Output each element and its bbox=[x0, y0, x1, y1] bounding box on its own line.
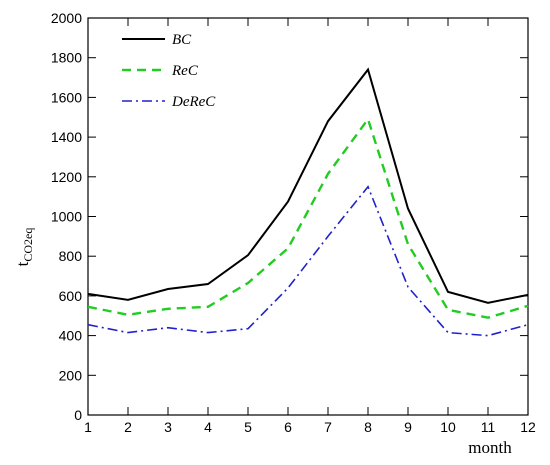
series-layer bbox=[87, 67, 529, 337]
y-tick-label: 1400 bbox=[51, 129, 82, 145]
x-tick-label: 12 bbox=[520, 419, 536, 435]
legend-label-bc: BC bbox=[172, 32, 192, 48]
y-tick-label: 200 bbox=[59, 367, 83, 383]
x-tick-label: 11 bbox=[481, 419, 496, 435]
x-tick-label: 5 bbox=[244, 419, 252, 435]
x-tick-label: 7 bbox=[324, 419, 332, 435]
plot-frame bbox=[87, 17, 529, 416]
x-tick-label: 8 bbox=[364, 419, 372, 435]
y-tick-label: 600 bbox=[59, 288, 83, 304]
x-tick-label: 2 bbox=[124, 419, 132, 435]
legend: BC ReC DeReC bbox=[122, 32, 216, 110]
x-tick-label: 1 bbox=[84, 419, 92, 435]
series-line-rec bbox=[87, 116, 529, 319]
y-tick-label: 2000 bbox=[51, 10, 82, 26]
y-tick-label: 1000 bbox=[51, 209, 82, 225]
legend-label-rec: ReC bbox=[171, 63, 199, 79]
y-axis-label-main: t bbox=[13, 261, 32, 266]
plot-area bbox=[87, 17, 529, 416]
y-tick-label: 1600 bbox=[51, 89, 82, 105]
legend-label-derec: DeReC bbox=[171, 94, 216, 110]
series-line-derec bbox=[87, 185, 529, 337]
series-line-bc bbox=[87, 67, 529, 304]
y-axis-label: tCO2eq bbox=[13, 228, 35, 267]
svg-text:tCO2eq: tCO2eq bbox=[13, 228, 35, 267]
x-tick-label: 9 bbox=[404, 419, 412, 435]
x-axis-label: month bbox=[468, 438, 512, 457]
y-tick-label: 1800 bbox=[51, 50, 82, 66]
y-tick-label: 800 bbox=[59, 248, 83, 264]
x-tick-label: 10 bbox=[440, 419, 456, 435]
y-tick-label: 1200 bbox=[51, 169, 82, 185]
y-tick-label: 400 bbox=[59, 328, 83, 344]
y-axis-label-sub: CO2eq bbox=[21, 228, 35, 262]
x-tick-label: 4 bbox=[204, 419, 212, 435]
x-tick-label: 3 bbox=[164, 419, 172, 435]
x-tick-label: 6 bbox=[284, 419, 292, 435]
y-tick-label: 0 bbox=[74, 407, 82, 423]
